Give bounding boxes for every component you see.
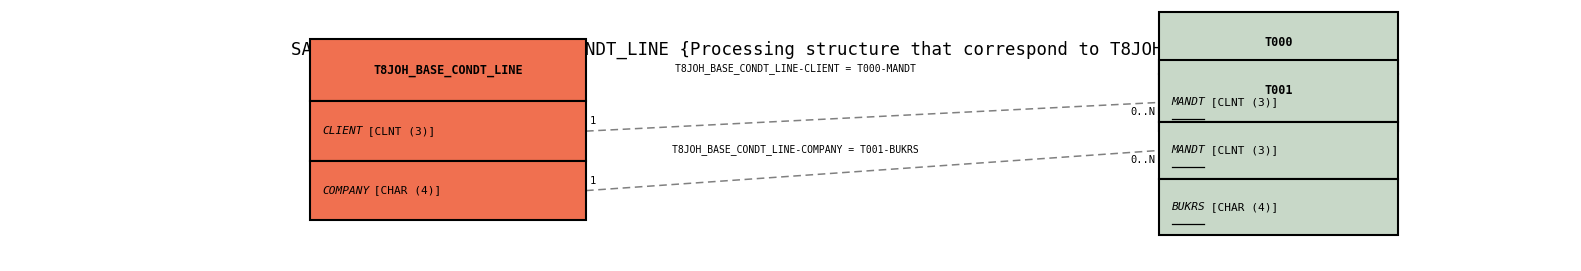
Text: COMPANY: COMPANY: [323, 186, 370, 196]
Text: SAP ABAP table T8JOH_BASE_CONDT_LINE {Processing structure that correspond to T8: SAP ABAP table T8JOH_BASE_CONDT_LINE {Pr…: [291, 41, 1330, 59]
Text: T001: T001: [1265, 85, 1293, 98]
Text: [CHAR (4)]: [CHAR (4)]: [1203, 202, 1277, 212]
Text: [CLNT (3)]: [CLNT (3)]: [1203, 146, 1277, 156]
Bar: [1159, 179, 1399, 235]
Text: BUKRS: BUKRS: [1172, 202, 1205, 212]
Bar: [1159, 122, 1399, 179]
Text: 0..N: 0..N: [1130, 107, 1156, 117]
Text: MANDT: MANDT: [1172, 146, 1205, 156]
Bar: [310, 101, 587, 161]
Text: CLIENT: CLIENT: [323, 126, 364, 136]
Text: [CHAR (4)]: [CHAR (4)]: [367, 186, 441, 196]
Text: [CLNT (3)]: [CLNT (3)]: [1203, 97, 1277, 107]
Text: T8JOH_BASE_CONDT_LINE-COMPANY = T001-BUKRS: T8JOH_BASE_CONDT_LINE-COMPANY = T001-BUK…: [672, 144, 919, 155]
Text: 1: 1: [590, 176, 596, 186]
Bar: [310, 161, 587, 220]
Text: [CLNT (3)]: [CLNT (3)]: [360, 126, 435, 136]
Bar: [310, 39, 587, 101]
Text: 0..N: 0..N: [1130, 155, 1156, 165]
Bar: [1159, 60, 1399, 122]
Text: T8JOH_BASE_CONDT_LINE: T8JOH_BASE_CONDT_LINE: [373, 64, 523, 77]
Text: T000: T000: [1265, 37, 1293, 49]
Text: T8JOH_BASE_CONDT_LINE-CLIENT = T000-MANDT: T8JOH_BASE_CONDT_LINE-CLIENT = T000-MAND…: [675, 64, 915, 75]
Text: 1: 1: [590, 117, 596, 127]
Text: MANDT: MANDT: [1172, 97, 1205, 107]
Bar: [1159, 12, 1399, 74]
Bar: [1159, 74, 1399, 131]
